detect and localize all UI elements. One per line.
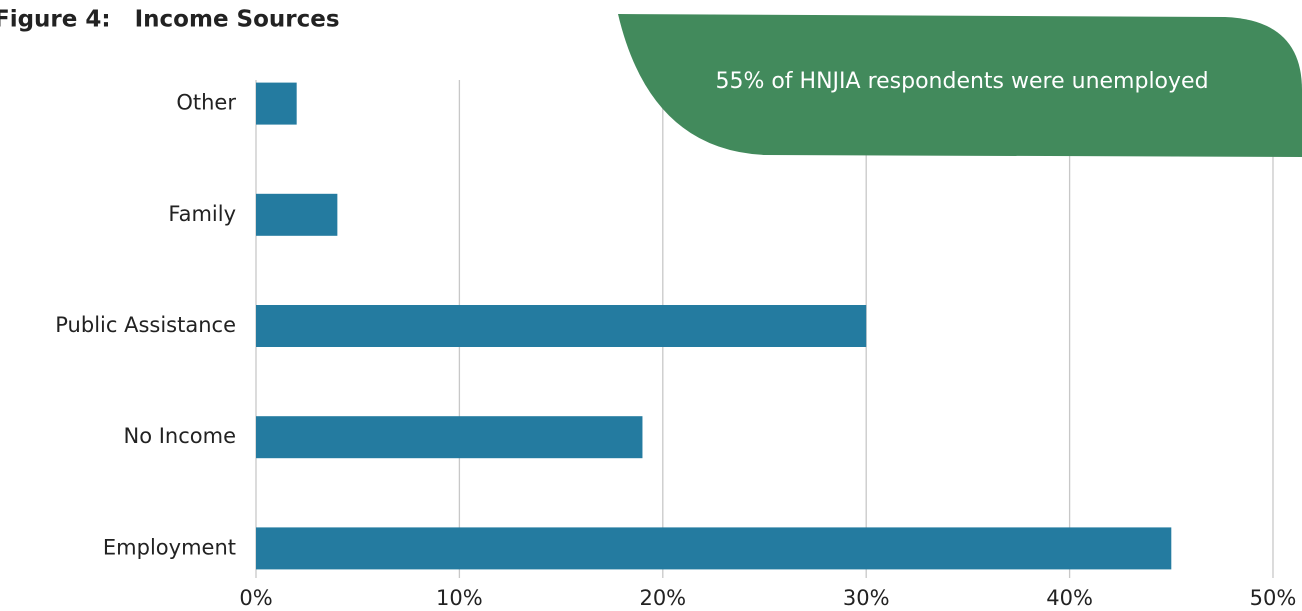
x-tick-label: 50% [1250, 586, 1297, 610]
bar [256, 82, 297, 125]
annotation-text: 55% of HNJIA respondents were unemployed [715, 69, 1208, 94]
bar [256, 305, 867, 347]
annotation-shape [618, 14, 1302, 157]
y-tick-label: Employment [103, 535, 236, 559]
bar [256, 527, 1172, 570]
x-tick-label: 30% [843, 586, 890, 610]
y-tick-label: No Income [123, 424, 236, 448]
y-tick-label: Other [176, 91, 236, 115]
x-tick-label: 40% [1046, 586, 1093, 610]
x-tick-label: 10% [436, 586, 483, 610]
y-tick-label: Public Assistance [55, 313, 236, 337]
bar [256, 416, 643, 459]
x-tick-label: 0% [239, 586, 272, 610]
chart-title: Figure 4: Income Sources [0, 7, 340, 33]
bar [256, 193, 338, 236]
x-tick-label: 20% [639, 586, 686, 610]
y-tick-label: Family [168, 202, 236, 226]
